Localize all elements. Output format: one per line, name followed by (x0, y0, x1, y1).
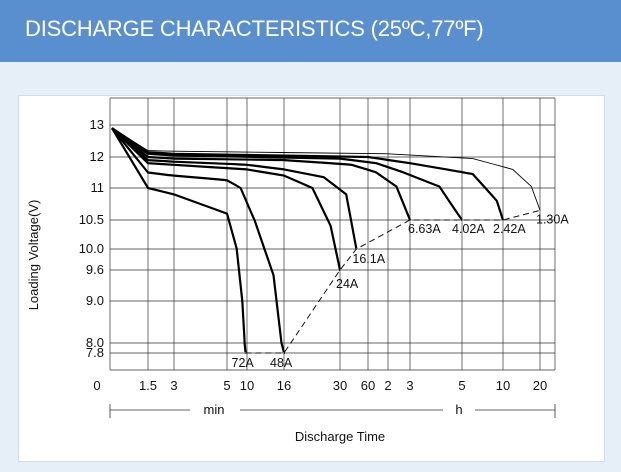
x-tick-label: 2 (384, 378, 391, 393)
discharge-curve (111, 127, 358, 250)
y-tick-label: 11 (91, 180, 105, 195)
header-bar: DISCHARGE CHARACTERISTICS (25ºC,77ºF) (0, 0, 621, 62)
series-label: 2.42A (493, 222, 526, 236)
x-tick-label: 10 (496, 378, 510, 393)
discharge-curve (111, 127, 541, 211)
y-tick-label: 10.5 (79, 212, 104, 227)
x-tick-label: 3 (170, 378, 177, 393)
series-label: 1.30A (536, 212, 569, 226)
y-tick-label: 12 (90, 149, 104, 164)
x-tick-label: 20 (533, 378, 547, 393)
x-tick-label: 5 (458, 378, 465, 393)
y-tick-label: 8.0 (86, 335, 104, 350)
series-label: 4.02A (452, 222, 485, 236)
y-tick-label: 9.6 (86, 262, 104, 277)
discharge-curve (111, 127, 412, 221)
y-tick-label: 9.0 (86, 293, 104, 308)
x-unit-label: min (204, 402, 225, 417)
series-label: 72A (232, 356, 255, 370)
x-unit-label: h (455, 402, 462, 417)
y-tick-label: 10.0 (79, 241, 104, 256)
discharge-curve (111, 127, 505, 221)
x-tick-label: 16 (277, 378, 291, 393)
series-label: 16.1A (352, 252, 385, 266)
x-tick-label: 3 (406, 378, 413, 393)
y-tick-label: 7.8 (86, 345, 104, 360)
x-tick-label: 30 (333, 378, 347, 393)
chart-title: DISCHARGE CHARACTERISTICS (25ºC,77ºF) (25, 16, 484, 41)
discharge-curve (111, 127, 464, 222)
series-label: 24A (336, 277, 359, 291)
discharge-curve (111, 127, 247, 355)
x-tick-label: 60 (361, 378, 375, 393)
y-axis-title: Loading Voltage(V) (26, 200, 41, 311)
x-tick-label: 10 (240, 378, 254, 393)
y-tick-label: 13 (90, 117, 104, 132)
end-voltage-dashed-line (245, 209, 541, 354)
x-tick-label: 1.5 (139, 378, 157, 393)
x-tick-label: 5 (223, 378, 230, 393)
x-tick-label: 0 (93, 378, 100, 393)
series-label: 6.63A (408, 222, 441, 236)
series-label: 48A (270, 356, 293, 370)
discharge-curve (111, 127, 342, 271)
x-axis-title: Discharge Time (295, 429, 385, 444)
discharge-curve (111, 127, 286, 355)
